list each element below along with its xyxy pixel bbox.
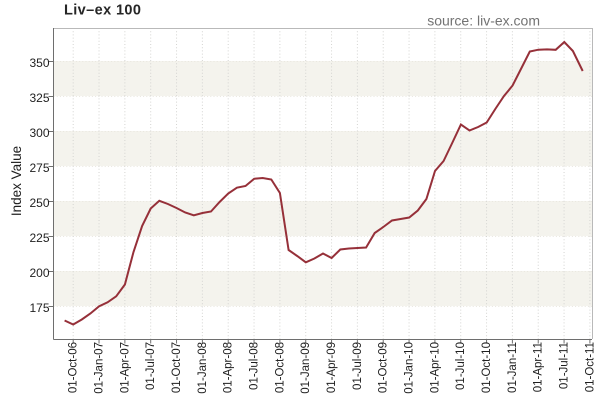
svg-text:01-Oct-06: 01-Oct-06 [68, 342, 80, 393]
svg-text:01-Apr-11: 01-Apr-11 [533, 342, 545, 392]
svg-text:01-Oct-11: 01-Oct-11 [584, 342, 596, 392]
svg-text:01-Jan-10: 01-Jan-10 [404, 342, 416, 394]
svg-text:Index Value: Index Value [9, 146, 24, 216]
svg-text:01-Oct-07: 01-Oct-07 [171, 342, 183, 393]
svg-text:01-Jul-10: 01-Jul-10 [455, 342, 467, 390]
svg-text:source: liv-ex.com: source: liv-ex.com [427, 13, 540, 29]
svg-text:01-Jan-07: 01-Jan-07 [94, 342, 106, 394]
svg-text:01-Apr-07: 01-Apr-07 [119, 342, 131, 393]
svg-text:01-Oct-10: 01-Oct-10 [481, 342, 493, 393]
svg-text:225: 225 [29, 231, 49, 245]
svg-text:01-Apr-09: 01-Apr-09 [326, 342, 338, 393]
svg-text:01-Apr-08: 01-Apr-08 [223, 342, 235, 393]
svg-text:350: 350 [29, 56, 49, 70]
svg-text:01-Jan-09: 01-Jan-09 [300, 342, 312, 394]
svg-text:01-Jan-08: 01-Jan-08 [197, 342, 209, 394]
svg-text:175: 175 [29, 301, 49, 315]
svg-text:200: 200 [29, 266, 49, 280]
svg-text:Liv–ex 100: Liv–ex 100 [64, 3, 141, 19]
svg-text:300: 300 [29, 126, 49, 140]
svg-text:01-Jul-09: 01-Jul-09 [352, 342, 364, 390]
svg-text:01-Oct-08: 01-Oct-08 [274, 342, 286, 393]
svg-text:01-Jul-11: 01-Jul-11 [559, 342, 571, 389]
svg-text:01-Jul-08: 01-Jul-08 [249, 342, 261, 390]
svg-text:325: 325 [29, 91, 49, 105]
svg-text:01-Apr-10: 01-Apr-10 [429, 342, 441, 393]
svg-text:01-Jan-11: 01-Jan-11 [507, 342, 519, 393]
svg-text:250: 250 [29, 196, 49, 210]
svg-text:01-Jul-07: 01-Jul-07 [145, 342, 157, 390]
svg-text:275: 275 [29, 161, 49, 175]
svg-text:01-Oct-09: 01-Oct-09 [378, 342, 390, 393]
